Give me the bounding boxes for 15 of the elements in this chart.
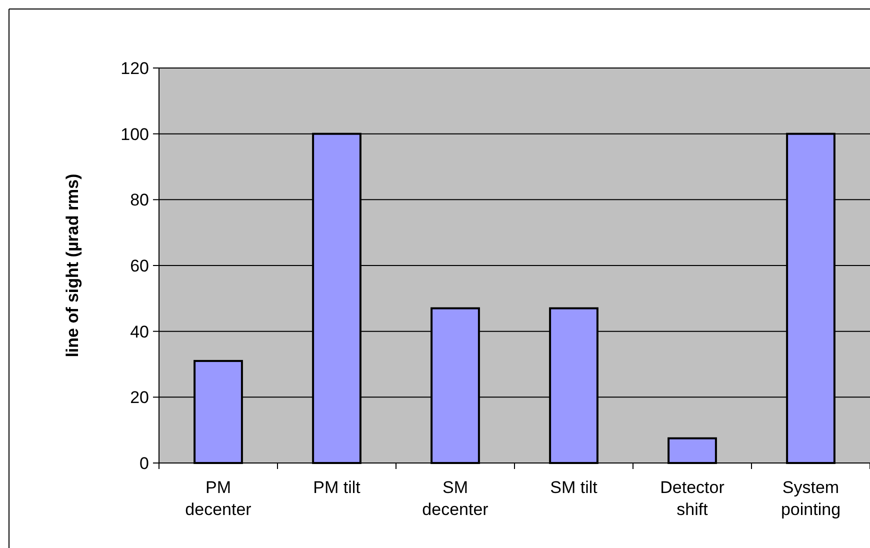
x-tick-label: PM decenter bbox=[185, 478, 252, 519]
x-tick-label: SM decenter bbox=[422, 478, 489, 519]
y-tick-label: 60 bbox=[130, 256, 149, 276]
bar bbox=[668, 437, 717, 464]
y-tick-label: 0 bbox=[140, 454, 149, 473]
y-tick-label: 100 bbox=[120, 124, 149, 144]
x-tick-label: Detector shift bbox=[660, 478, 725, 519]
y-tick-label: 20 bbox=[130, 388, 149, 408]
x-tick-label: PM tilt bbox=[313, 478, 361, 497]
y-tick-label: 120 bbox=[120, 58, 149, 78]
x-tick-label: SM tilt bbox=[550, 478, 598, 497]
x-tick-label: System pointing bbox=[780, 478, 841, 519]
y-axis-title: line of sight (µrad rms) bbox=[63, 174, 82, 358]
y-tick-label: 40 bbox=[130, 322, 149, 342]
y-tick-label: 80 bbox=[130, 190, 149, 210]
